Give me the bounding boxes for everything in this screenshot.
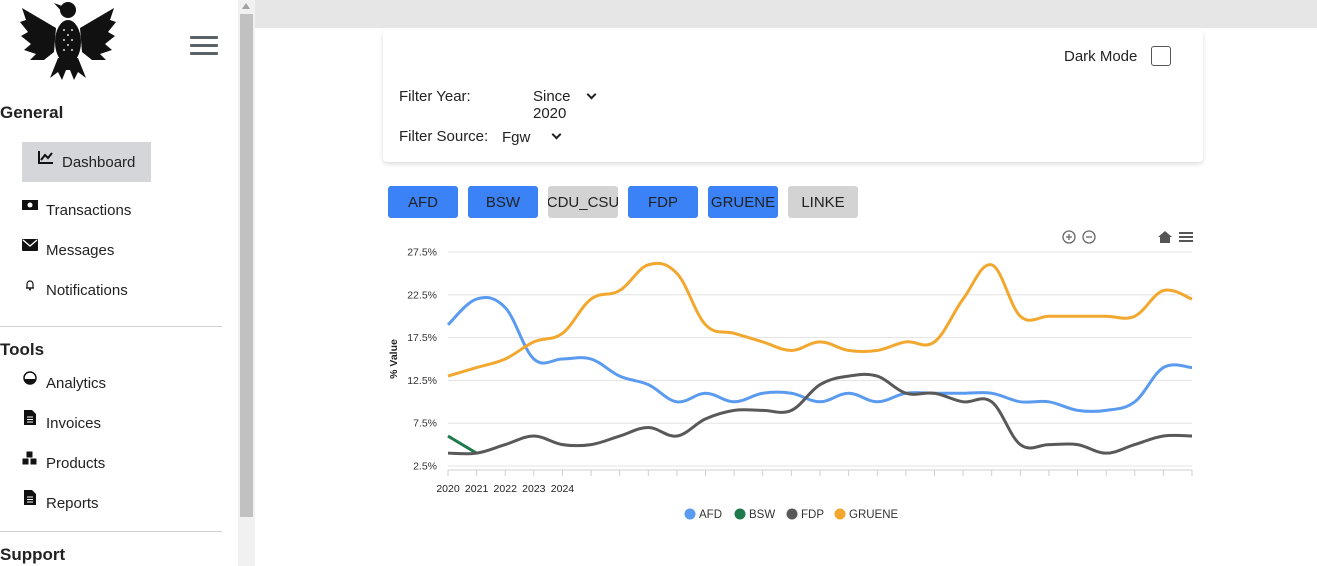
party-button-cdu-csu[interactable]: CDU_CSU (548, 186, 618, 218)
menu-bar (190, 52, 218, 55)
legend-label-bsw[interactable]: BSW (749, 509, 775, 521)
sidebar-item-invoices[interactable]: Invoices (22, 404, 101, 442)
top-bar (255, 0, 1317, 28)
legend-marker-bsw[interactable] (734, 508, 746, 520)
sidebar-item-messages[interactable]: Messages (22, 231, 114, 269)
filter-year-select[interactable]: Since 2020 (533, 88, 601, 122)
x-tick-label: 2024 (551, 483, 575, 495)
y-tick-label: 7.5% (413, 418, 437, 430)
file-icon (22, 410, 38, 428)
filter-source-value: Fgw (502, 129, 531, 146)
filter-source-label: Filter Source: (399, 128, 489, 145)
sidebar-item-reports[interactable]: Reports (22, 484, 99, 522)
dark-mode-checkbox[interactable] (1151, 46, 1171, 66)
legend-marker-fdp[interactable] (786, 508, 798, 520)
sidebar-divider (0, 531, 222, 532)
file-icon (22, 490, 38, 508)
scroll-up-arrow-icon[interactable] (242, 3, 250, 9)
hamburger-menu-icon[interactable] (190, 36, 218, 58)
line-chart: 27.5% 22.5% 17.5% 12.5% 7.5% 2.5% 2020 2021 2022… (388, 230, 1193, 521)
x-tick-label: 2021 (465, 483, 489, 495)
chart-menu-icon[interactable] (1179, 232, 1193, 242)
sidebar-item-label: Messages (46, 241, 115, 259)
sidebar: General Dashboard Transactions Messages … (0, 0, 238, 566)
y-axis-label: % Value (388, 339, 400, 379)
x-tick-label: 2020 (436, 483, 460, 495)
filter-card: Dark Mode Filter Year: Since 2020 Filter… (383, 30, 1203, 162)
sidebar-item-label: Notifications (46, 281, 128, 299)
menu-bar (190, 36, 218, 39)
party-button-bsw[interactable]: BSW (468, 186, 538, 218)
federal-eagle-logo (20, 2, 116, 80)
x-tick-label: 2022 (494, 483, 518, 495)
legend-marker-gruene[interactable] (834, 508, 846, 520)
y-tick-label: 2.5% (413, 461, 437, 473)
sidebar-item-transactions[interactable]: Transactions (22, 191, 131, 229)
legend-label-fdp[interactable]: FDP (801, 509, 824, 521)
sidebar-item-label: Dashboard (62, 153, 136, 171)
series-line-gruene (447, 261, 1193, 378)
party-button-fdp[interactable]: FDP (628, 186, 698, 218)
y-tick-label: 22.5% (407, 289, 437, 301)
y-tick-label: 12.5% (407, 375, 437, 387)
sidebar-scrollbar[interactable] (238, 0, 255, 566)
zoom-in-icon[interactable] (1062, 230, 1076, 244)
filter-year-label: Filter Year: (399, 88, 471, 105)
legend-marker-afd[interactable] (684, 508, 696, 520)
sidebar-item-label: Reports (46, 494, 99, 512)
chart-line-icon (38, 150, 54, 167)
sidebar-item-label: Analytics (46, 374, 107, 392)
sidebar-item-dashboard[interactable]: Dashboard (22, 142, 152, 182)
series-line-afd (446, 296, 1193, 414)
menu-bar (190, 44, 218, 47)
sidebar-divider (0, 326, 222, 327)
section-title-support: Support (0, 545, 66, 564)
zoom-out-icon[interactable] (1082, 230, 1096, 244)
chart-container: 27.5% 22.5% 17.5% 12.5% 7.5% 2.5% 2020 2021 2022… (380, 224, 1210, 534)
dark-mode-label: Dark Mode (1064, 48, 1138, 65)
party-button-gruene[interactable]: GRUENE (708, 186, 778, 218)
legend-label-afd[interactable]: AFD (699, 509, 722, 521)
gauge-icon (22, 370, 38, 388)
home-icon[interactable] (1158, 231, 1172, 243)
section-title-tools: Tools (0, 340, 45, 359)
sidebar-item-label: Invoices (46, 414, 102, 432)
money-icon (22, 199, 38, 214)
sidebar-item-label: Transactions (46, 201, 132, 219)
cubes-icon (22, 451, 38, 468)
sidebar-item-products[interactable]: Products (22, 444, 105, 482)
legend-label-gruene[interactable]: GRUENE (849, 509, 899, 521)
y-tick-label: 17.5% (407, 332, 437, 344)
section-title-general: General (0, 103, 64, 122)
filter-year-value: Since 2020 (533, 88, 571, 122)
y-tick-label: 27.5% (407, 247, 437, 259)
party-button-afd[interactable]: AFD (388, 186, 458, 218)
scrollbar-thumb[interactable] (240, 14, 253, 517)
series-line-fdp (447, 372, 1193, 456)
sidebar-item-label: Products (46, 454, 106, 472)
series-line-bsw (447, 434, 478, 455)
bell-icon (22, 279, 38, 294)
sidebar-item-analytics[interactable]: Analytics (22, 364, 106, 402)
envelope-icon (22, 238, 38, 254)
sidebar-item-notifications[interactable]: Notifications (22, 271, 128, 309)
party-button-linke[interactable]: LINKE (788, 186, 858, 218)
x-tick-label: 2023 (522, 483, 546, 495)
chevron-down-icon (551, 129, 562, 140)
filter-source-select[interactable]: Fgw (502, 129, 552, 146)
